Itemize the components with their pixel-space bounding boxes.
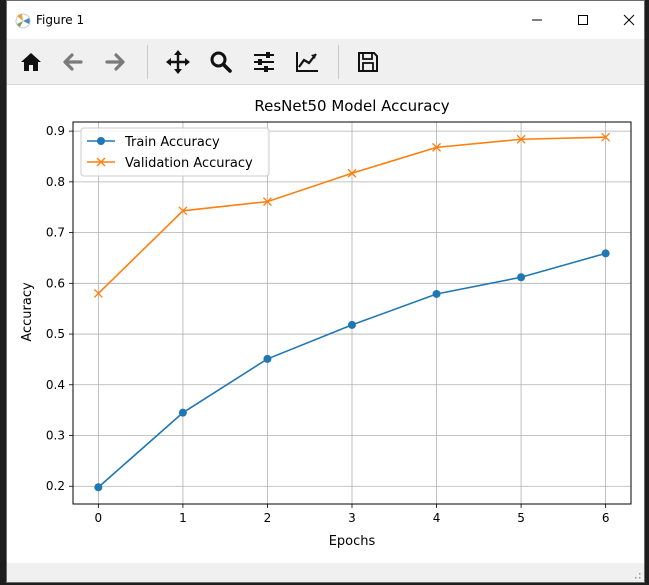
legend: Train Accuracy Validation Accuracy [80,127,270,177]
configure-subplots-icon [254,52,274,72]
y-axis-label: Accuracy [20,282,35,342]
validation-accuracy-point [93,289,103,298]
chart-title: ResNet50 Model Accuracy [254,97,449,115]
validation-accuracy-series [93,132,611,298]
toolbar-separator [147,45,148,79]
app-icon [15,13,31,29]
validation-accuracy-point [347,168,357,178]
toolbar-separator [338,45,339,79]
train-accuracy-point [178,408,187,417]
validation-accuracy-legend-label: Validation Accuracy [125,156,253,171]
forward-arrow-icon [105,53,125,71]
y-tick-label: 0.8 [46,175,65,189]
minimize-icon [532,19,542,21]
train-accuracy-series [94,249,610,492]
validation-accuracy-point [178,206,188,216]
x-tick-label: 5 [517,511,525,525]
minimize-button[interactable] [515,1,561,39]
axis-ticks: 0 1 2 3 4 5 6 0.2 0.3 0.4 0.5 0.6 0.7 0.8 0.9 [46,124,610,525]
x-tick-label: 1 [179,511,187,525]
title-bar: Figure 1 [7,1,644,39]
close-button[interactable] [607,1,649,39]
train-accuracy-point [517,273,526,282]
home-button[interactable] [16,47,46,77]
window-title: Figure 1 [36,13,85,27]
series-layer [93,132,611,492]
y-tick-label: 0.4 [46,378,65,392]
x-axis-label: Epochs [329,534,376,549]
edit-axes-button[interactable] [292,47,322,77]
save-icon [358,52,378,72]
y-tick-label: 0.2 [46,479,65,493]
zoom-icon [210,51,232,73]
validation-accuracy-point [516,134,526,144]
x-tick-label: 4 [433,511,441,525]
figure-window: Figure 1 [6,0,645,583]
validation-accuracy-point [601,132,611,142]
status-bar [7,563,644,582]
save-button[interactable] [353,47,383,77]
zoom-button[interactable] [206,47,236,77]
train-accuracy-point [348,320,356,329]
background-editor [0,0,8,585]
navigation-toolbar [7,39,644,85]
train-accuracy-legend-marker [97,137,105,145]
x-tick-label: 6 [602,511,610,525]
configure-subplots-button[interactable] [249,47,279,77]
accuracy-chart: ResNet50 Model Accuracy 0 1 2 3 4 5 6 0.2 0.3 0.4… [20,97,632,549]
forward-button[interactable] [100,47,130,77]
validation-accuracy-point [262,197,272,207]
back-arrow-icon [63,53,83,71]
y-tick-label: 0.6 [46,276,65,290]
train-accuracy-point [601,249,610,258]
train-accuracy-legend-label: Train Accuracy [124,135,220,150]
figure-canvas[interactable]: ResNet50 Model Accuracy 0 1 2 3 4 5 6 0.2 0.3 0.4… [7,85,644,563]
legend-box [80,127,270,177]
pan-button[interactable] [163,47,193,77]
x-tick-label: 2 [264,511,272,525]
validation-accuracy-legend-marker [96,157,106,167]
y-tick-label: 0.7 [46,226,65,240]
back-button[interactable] [58,47,88,77]
resize-grip-icon[interactable] [633,571,641,579]
train-accuracy-point [94,483,103,492]
maximize-button[interactable] [561,1,607,39]
home-icon [21,53,41,71]
pan-icon [166,50,190,74]
grid [73,122,631,504]
y-tick-label: 0.3 [46,429,65,443]
y-tick-label: 0.9 [46,124,65,138]
x-tick-label: 3 [348,511,356,525]
close-icon [623,14,635,26]
maximize-icon [578,15,588,25]
edit-axes-icon [296,52,318,72]
train-accuracy-point [263,354,272,363]
validation-accuracy-point [432,142,442,152]
train-accuracy-point [432,289,441,298]
x-tick-label: 0 [95,511,103,525]
y-tick-label: 0.5 [46,327,65,341]
